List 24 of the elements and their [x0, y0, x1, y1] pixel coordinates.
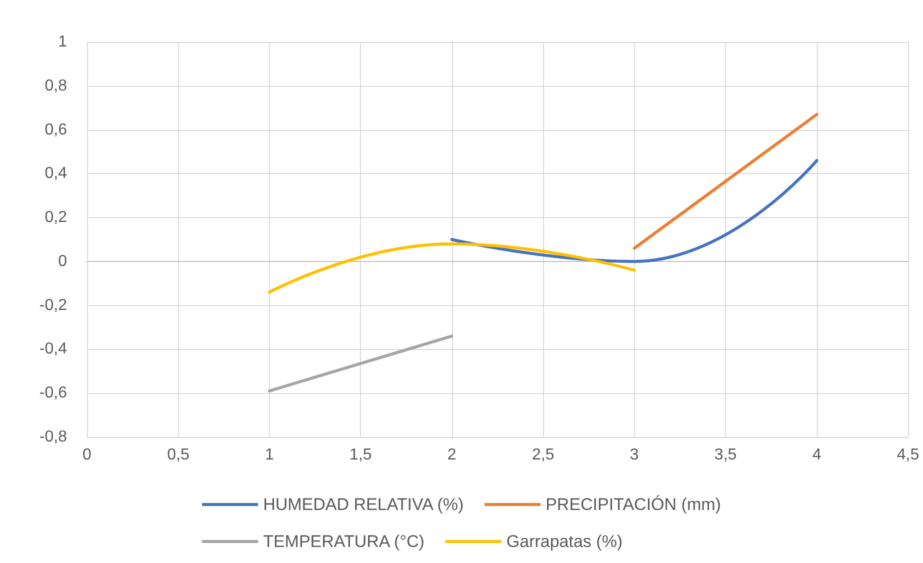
- x-tick-label: 0,5: [167, 446, 190, 464]
- y-tick-label: -0,4: [39, 340, 68, 358]
- legend-label: Garrapatas (%): [506, 532, 623, 551]
- x-tick-label: 1: [264, 446, 274, 464]
- y-tick-label: 0,6: [44, 121, 68, 138]
- y-tick-label: 1: [58, 34, 68, 50]
- x-tick-label: 4,5: [896, 446, 920, 464]
- x-tick-label: 3: [630, 446, 639, 464]
- y-tick-label: -0,8: [39, 428, 68, 446]
- x-tick-label: 0: [82, 446, 92, 464]
- x-tick-label: 4: [812, 446, 822, 464]
- y-tick-label: -0,6: [39, 384, 68, 402]
- y-tick-label: 0,2: [44, 209, 68, 226]
- legend-label: PRECIPITACIÓN (mm): [546, 495, 721, 514]
- y-tick-label: 0: [58, 252, 68, 270]
- legend-label: TEMPERATURA (°C): [263, 532, 424, 551]
- y-tick-label: -0,2: [39, 296, 68, 314]
- x-tick-label: 2: [447, 446, 456, 464]
- y-tick-label: 0,8: [44, 77, 68, 94]
- x-tick-label: 2,5: [532, 446, 554, 464]
- x-tick-label: 3,5: [714, 446, 737, 464]
- legend-label: HUMEDAD RELATIVA (%): [263, 495, 464, 514]
- x-tick-label: 1,5: [350, 446, 372, 464]
- y-tick-label: 0,4: [44, 165, 68, 182]
